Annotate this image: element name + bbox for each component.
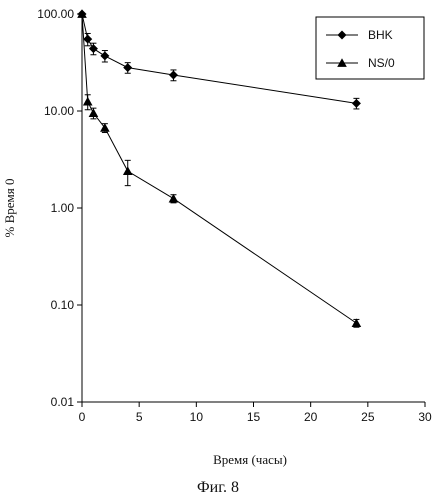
y-tick-label: 0.10 bbox=[51, 298, 75, 312]
data-point bbox=[123, 63, 133, 73]
x-ticks: 0 5 10 15 20 25 30 bbox=[79, 402, 432, 424]
data-point bbox=[88, 108, 99, 118]
legend-marker bbox=[337, 58, 347, 67]
y-tick-label: 0.01 bbox=[51, 395, 75, 409]
data-point bbox=[100, 51, 110, 61]
x-tick-label: 25 bbox=[361, 410, 375, 424]
data-point bbox=[88, 44, 98, 54]
data-point bbox=[168, 70, 178, 80]
plot-area: 0 5 10 15 20 25 30 100.00 10.00 1.00 0.10 0.01 bbox=[37, 7, 432, 424]
y-tick-label: 10.00 bbox=[44, 104, 74, 118]
x-tick-label: 15 bbox=[247, 410, 261, 424]
y-axis-label: % Время 0 bbox=[2, 179, 17, 238]
x-tick-label: 20 bbox=[304, 410, 318, 424]
y-tick-label: 1.00 bbox=[51, 201, 75, 215]
x-tick-label: 5 bbox=[136, 410, 143, 424]
data-point bbox=[100, 123, 110, 132]
legend: BHK NS/0 bbox=[315, 16, 425, 80]
legend-label: BHK bbox=[368, 28, 393, 42]
series-ns-0 bbox=[77, 9, 362, 328]
x-tick-label: 0 bbox=[79, 410, 86, 424]
data-point bbox=[83, 34, 93, 44]
y-tick-label: 100.00 bbox=[37, 7, 74, 21]
data-point bbox=[351, 318, 362, 327]
figure-caption: Фиг. 8 bbox=[197, 479, 239, 496]
x-tick-label: 10 bbox=[190, 410, 204, 424]
legend-label: NS/0 bbox=[368, 56, 395, 70]
data-point bbox=[122, 166, 133, 175]
data-point bbox=[168, 193, 179, 203]
legend-box bbox=[315, 16, 425, 80]
series-line bbox=[81, 13, 357, 324]
series-layer bbox=[77, 9, 362, 328]
legend-marker bbox=[337, 30, 347, 40]
y-ticks: 100.00 10.00 1.00 0.10 0.01 bbox=[37, 7, 82, 409]
x-axis-label: Время (часы) bbox=[213, 452, 287, 467]
x-tick-label: 30 bbox=[418, 410, 432, 424]
data-point bbox=[82, 96, 93, 106]
data-point bbox=[77, 9, 87, 18]
data-point bbox=[351, 98, 361, 108]
series-line bbox=[81, 13, 357, 104]
